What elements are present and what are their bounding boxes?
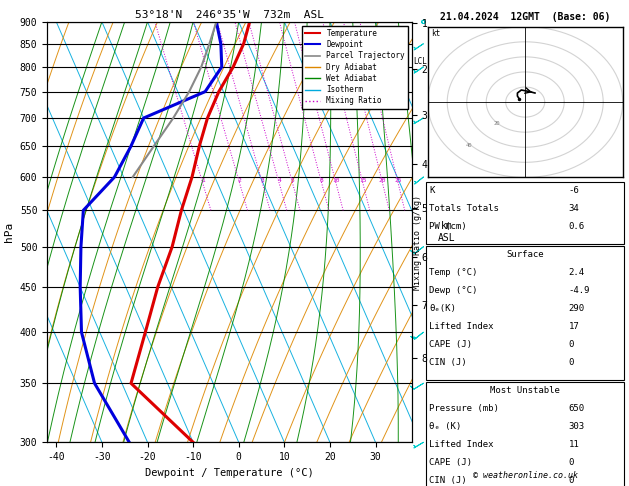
Text: θₑ(K): θₑ(K) [429, 304, 456, 313]
Text: 17: 17 [569, 322, 579, 331]
Text: -4.9: -4.9 [569, 286, 590, 295]
Text: 0.6: 0.6 [569, 222, 585, 231]
Text: 21.04.2024  12GMT  (Base: 06): 21.04.2024 12GMT (Base: 06) [440, 12, 610, 22]
Text: 303: 303 [569, 422, 585, 432]
Text: 20: 20 [379, 178, 386, 183]
Text: LCL: LCL [413, 57, 427, 66]
Y-axis label: km
ASL: km ASL [438, 221, 456, 243]
Text: 5: 5 [291, 178, 294, 183]
X-axis label: Dewpoint / Temperature (°C): Dewpoint / Temperature (°C) [145, 468, 314, 478]
Text: 20: 20 [494, 121, 501, 126]
Text: K: K [429, 186, 435, 195]
Text: Lifted Index: Lifted Index [429, 440, 494, 450]
Legend: Temperature, Dewpoint, Parcel Trajectory, Dry Adiabat, Wet Adiabat, Isotherm, Mi: Temperature, Dewpoint, Parcel Trajectory… [302, 26, 408, 108]
Text: CIN (J): CIN (J) [429, 358, 467, 367]
Text: CAPE (J): CAPE (J) [429, 458, 472, 468]
Text: CAPE (J): CAPE (J) [429, 340, 472, 349]
Text: 3: 3 [260, 178, 264, 183]
Text: PW (cm): PW (cm) [429, 222, 467, 231]
Text: 34: 34 [569, 204, 579, 213]
Text: 0: 0 [569, 340, 574, 349]
Text: © weatheronline.co.uk: © weatheronline.co.uk [473, 471, 577, 480]
Text: Mixing Ratio (g/kg): Mixing Ratio (g/kg) [413, 195, 421, 291]
Text: Surface: Surface [506, 250, 544, 260]
Text: 0: 0 [569, 458, 574, 468]
Text: 290: 290 [569, 304, 585, 313]
Text: CIN (J): CIN (J) [429, 476, 467, 486]
Text: 1: 1 [201, 178, 204, 183]
Text: 2: 2 [238, 178, 242, 183]
Text: Pressure (mb): Pressure (mb) [429, 404, 499, 414]
Text: 40: 40 [466, 143, 472, 148]
Text: θₑ (K): θₑ (K) [429, 422, 461, 432]
Text: Totals Totals: Totals Totals [429, 204, 499, 213]
Text: Dewp (°C): Dewp (°C) [429, 286, 477, 295]
Text: 25: 25 [394, 178, 402, 183]
Text: 650: 650 [569, 404, 585, 414]
Text: Lifted Index: Lifted Index [429, 322, 494, 331]
Text: 10: 10 [332, 178, 340, 183]
Text: 11: 11 [569, 440, 579, 450]
Text: 0: 0 [569, 358, 574, 367]
Text: -6: -6 [569, 186, 579, 195]
Y-axis label: hPa: hPa [4, 222, 14, 242]
Text: 4: 4 [277, 178, 281, 183]
Text: kt: kt [431, 29, 441, 38]
Text: Most Unstable: Most Unstable [490, 386, 560, 396]
Text: 0: 0 [569, 476, 574, 486]
Text: 2.4: 2.4 [569, 268, 585, 278]
Text: 8: 8 [320, 178, 324, 183]
Title: 53°18'N  246°35'W  732m  ASL: 53°18'N 246°35'W 732m ASL [135, 10, 324, 20]
Text: Temp (°C): Temp (°C) [429, 268, 477, 278]
Text: 15: 15 [359, 178, 367, 183]
